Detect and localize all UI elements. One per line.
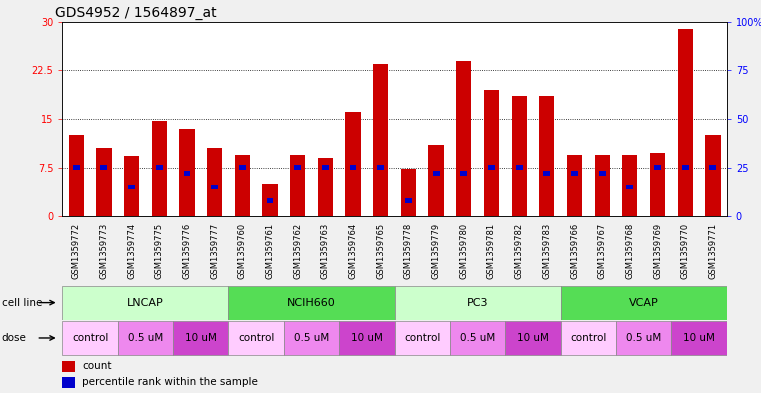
Text: 10 uM: 10 uM xyxy=(185,333,217,343)
Bar xyxy=(484,90,499,216)
Bar xyxy=(339,321,394,355)
Bar xyxy=(622,154,638,216)
Text: GDS4952 / 1564897_at: GDS4952 / 1564897_at xyxy=(55,6,216,20)
Bar xyxy=(377,165,384,170)
Bar xyxy=(594,154,610,216)
Bar xyxy=(677,29,693,216)
Bar xyxy=(183,171,190,176)
Bar xyxy=(174,321,228,355)
Bar xyxy=(511,96,527,216)
Text: VCAP: VCAP xyxy=(629,298,658,308)
Bar xyxy=(488,165,495,170)
Bar xyxy=(118,321,174,355)
Bar xyxy=(207,148,222,216)
Bar xyxy=(318,158,333,216)
Bar xyxy=(266,198,273,203)
Bar xyxy=(212,185,218,189)
Text: control: control xyxy=(570,333,607,343)
Text: 0.5 uM: 0.5 uM xyxy=(460,333,495,343)
Bar xyxy=(671,321,727,355)
Text: control: control xyxy=(238,333,275,343)
Bar xyxy=(428,145,444,216)
Bar xyxy=(151,121,167,216)
Bar xyxy=(654,165,661,170)
Bar xyxy=(394,286,561,320)
Bar xyxy=(599,171,606,176)
Text: cell line: cell line xyxy=(2,298,42,308)
Bar xyxy=(295,165,301,170)
Bar xyxy=(405,198,412,203)
Text: control: control xyxy=(72,333,108,343)
Bar xyxy=(62,361,75,372)
Bar xyxy=(505,321,561,355)
Bar xyxy=(373,64,388,216)
Bar xyxy=(705,135,721,216)
Bar xyxy=(228,286,394,320)
Text: control: control xyxy=(404,333,441,343)
Text: NCIH660: NCIH660 xyxy=(287,298,336,308)
Bar xyxy=(322,165,329,170)
Bar xyxy=(156,165,163,170)
Bar xyxy=(228,321,284,355)
Bar xyxy=(543,171,550,176)
Text: PC3: PC3 xyxy=(466,298,489,308)
Bar xyxy=(62,321,118,355)
Bar xyxy=(62,377,75,387)
Bar xyxy=(456,61,471,216)
Text: 0.5 uM: 0.5 uM xyxy=(128,333,163,343)
Bar xyxy=(433,171,440,176)
Bar xyxy=(62,286,228,320)
Bar xyxy=(561,286,727,320)
Bar xyxy=(263,184,278,216)
Text: 10 uM: 10 uM xyxy=(517,333,549,343)
Bar xyxy=(616,321,671,355)
Bar xyxy=(626,185,633,189)
Text: percentile rank within the sample: percentile rank within the sample xyxy=(82,377,259,387)
Bar xyxy=(571,171,578,176)
Bar xyxy=(284,321,339,355)
Text: LNCAP: LNCAP xyxy=(127,298,164,308)
Bar xyxy=(540,96,555,216)
Text: 0.5 uM: 0.5 uM xyxy=(626,333,661,343)
Bar xyxy=(460,171,467,176)
Text: 10 uM: 10 uM xyxy=(683,333,715,343)
Bar xyxy=(124,156,139,216)
Bar xyxy=(345,112,361,216)
Bar xyxy=(394,321,450,355)
Bar xyxy=(68,135,84,216)
Bar xyxy=(180,129,195,216)
Bar xyxy=(682,165,689,170)
Text: count: count xyxy=(82,361,112,371)
Bar xyxy=(709,165,716,170)
Bar xyxy=(128,185,135,189)
Bar xyxy=(97,148,112,216)
Bar xyxy=(650,152,665,216)
Bar xyxy=(234,154,250,216)
Bar xyxy=(100,165,107,170)
Bar xyxy=(290,154,305,216)
Text: dose: dose xyxy=(2,333,27,343)
Bar xyxy=(516,165,523,170)
Bar xyxy=(73,165,80,170)
Text: 10 uM: 10 uM xyxy=(351,333,383,343)
Bar xyxy=(349,165,356,170)
Bar xyxy=(401,169,416,216)
Text: 0.5 uM: 0.5 uM xyxy=(294,333,330,343)
Bar xyxy=(561,321,616,355)
Bar xyxy=(567,154,582,216)
Bar xyxy=(450,321,505,355)
Bar xyxy=(239,165,246,170)
